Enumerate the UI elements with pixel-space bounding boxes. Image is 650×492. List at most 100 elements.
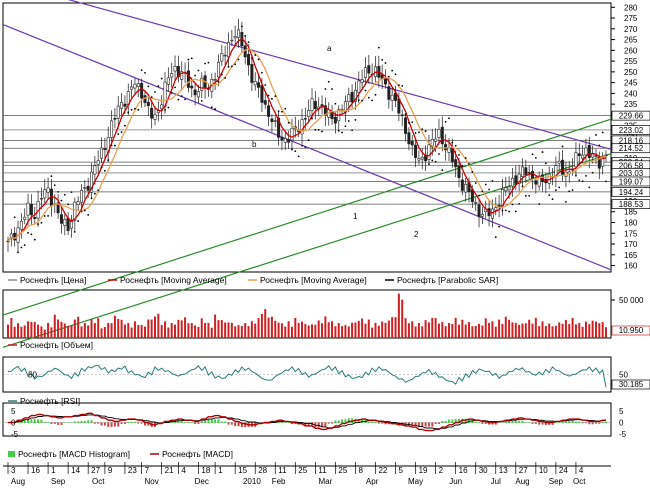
time-axis-day: 4: [181, 466, 186, 475]
candle-body: [310, 98, 314, 112]
volume-bar: [100, 328, 103, 338]
volume-bar: [227, 322, 230, 338]
volume-bar: [605, 327, 607, 338]
channel-line-2: [2, 153, 612, 348]
volume-bar: [407, 323, 410, 338]
volume-bar: [180, 320, 183, 338]
parabolic-sar-point: [63, 193, 66, 196]
parabolic-sar-point: [407, 121, 410, 124]
time-axis-month: Jul: [491, 477, 501, 486]
legend-swatch: [8, 451, 15, 457]
parabolic-sar-point: [93, 192, 96, 195]
candle-body: [460, 179, 464, 191]
parabolic-sar-point: [438, 153, 440, 155]
price-box-label: 218.16: [619, 136, 644, 145]
macd-histogram-bar: [60, 422, 63, 425]
volume-bar: [7, 324, 9, 338]
candle-body: [347, 94, 351, 103]
parabolic-sar-point: [321, 130, 323, 133]
candle-body: [450, 147, 454, 163]
rsi-axis-label: 50: [619, 371, 628, 380]
volume-bar: [498, 319, 501, 338]
volume-bar: [164, 321, 167, 338]
parabolic-sar-point: [458, 153, 460, 156]
legend-entry: Роснефть [Moving Average]: [260, 275, 367, 285]
parabolic-sar-point: [474, 182, 477, 184]
volume-bar: [17, 323, 20, 338]
volume-bar: [190, 322, 193, 338]
volume-bar: [280, 323, 283, 338]
parabolic-sar-point: [307, 139, 310, 142]
macd-histogram-bar: [190, 422, 193, 423]
parabolic-sar-point: [444, 120, 447, 123]
parabolic-sar-point: [578, 179, 581, 182]
time-axis-day: 18: [201, 466, 210, 475]
candle-body: [477, 204, 481, 217]
price-box-label: 203.03: [619, 169, 644, 178]
rsi-left-label: 50: [28, 371, 37, 380]
candle-body: [597, 157, 601, 169]
rsi-value: 30.185: [619, 380, 644, 389]
macd-histogram-bar: [574, 421, 577, 423]
volume-bar: [214, 314, 217, 338]
volume-bar: [43, 329, 46, 338]
parabolic-sar-point: [341, 131, 343, 134]
volume-bar: [110, 323, 113, 338]
parabolic-sar-point: [77, 220, 80, 222]
time-axis-day: 13: [499, 466, 508, 475]
parabolic-sar-point: [575, 174, 577, 177]
parabolic-sar-point: [87, 213, 90, 216]
time-axis-day: 25: [298, 466, 307, 475]
parabolic-sar-point: [23, 244, 26, 247]
price-box-label: 206.58: [619, 161, 644, 170]
volume-value: 10.950: [619, 326, 644, 335]
candle-body: [103, 148, 107, 151]
parabolic-sar-point: [204, 62, 207, 65]
parabolic-sar-point: [418, 131, 420, 134]
macd-histogram-bar: [110, 422, 113, 427]
macd-histogram-bar: [584, 422, 587, 424]
parabolic-sar-point: [558, 186, 561, 189]
parabolic-sar-point: [501, 209, 504, 212]
macd-histogram-bar: [83, 420, 86, 423]
macd-histogram-bar: [441, 420, 444, 423]
parabolic-sar-point: [217, 80, 220, 83]
volume-bar: [200, 318, 203, 338]
candle-body: [290, 127, 294, 141]
macd-histogram-bar: [357, 418, 360, 423]
macd-histogram-bar: [431, 422, 434, 427]
price-box-label: 229.66: [619, 112, 644, 121]
time-axis-month: Apr: [366, 477, 379, 486]
candle-body: [407, 132, 411, 145]
macd-histogram-bar: [514, 420, 517, 423]
parabolic-sar-point: [381, 58, 384, 61]
volume-bar: [581, 326, 584, 338]
parabolic-sar-point: [254, 54, 257, 56]
volume-bar: [234, 326, 237, 338]
candle-body: [263, 100, 267, 105]
candle-body: [116, 105, 120, 119]
volume-bar: [324, 316, 327, 338]
volume-bar: [411, 321, 414, 338]
macd-histogram-bar: [317, 422, 320, 428]
parabolic-sar-point: [451, 141, 454, 144]
candle-body: [524, 167, 528, 176]
time-axis-day: 9: [108, 466, 113, 475]
volume-bar: [381, 321, 384, 338]
macd-histogram-bar: [90, 420, 93, 423]
macd-histogram-bar: [204, 420, 207, 423]
volume-bar: [143, 326, 146, 338]
macd-histogram-bar: [200, 420, 203, 423]
macd-histogram-bar: [447, 419, 450, 423]
parabolic-sar-point: [170, 92, 173, 94]
channel-line-a: [67, 0, 612, 150]
parabolic-sar-point: [244, 34, 247, 37]
volume-bar: [404, 318, 407, 338]
candle-body: [303, 118, 307, 120]
parabolic-sar-point: [324, 88, 327, 90]
macd-line: [8, 412, 606, 432]
candle-body: [357, 80, 361, 93]
price-box: [611, 143, 650, 154]
candle-body: [39, 197, 43, 200]
parabolic-sar-point: [277, 110, 280, 113]
